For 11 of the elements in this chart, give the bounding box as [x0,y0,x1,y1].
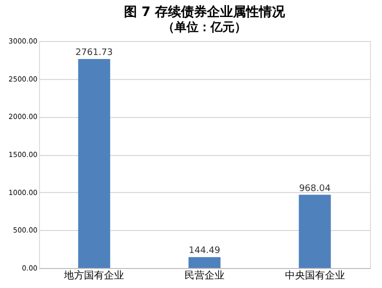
data-label: 144.49 [188,246,221,256]
data-label: 968.04 [299,184,331,194]
bar [188,257,220,268]
bar [78,59,110,268]
x-tick-label: 地方国有企业 [63,270,124,282]
chart-title: 图 7 存续债券企业属性情况 [124,5,286,20]
chart-subtitle: （单位：亿元） [162,20,246,34]
data-label: 2761.73 [76,48,113,58]
x-tick-label: 民营企业 [184,270,224,282]
bar [298,194,331,268]
x-tick-label: 中央国有企业 [284,270,345,282]
